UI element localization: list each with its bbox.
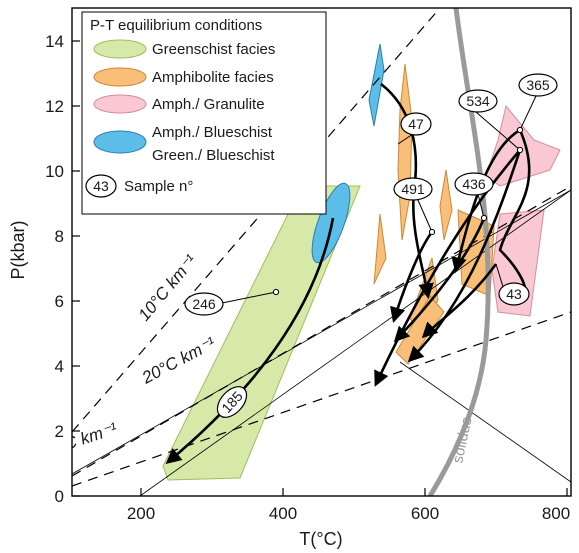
path-365b — [498, 129, 531, 301]
y-tick-label: 2 — [55, 422, 64, 441]
x-tick-label: 800 — [542, 504, 570, 523]
path-43 — [421, 263, 498, 339]
legend-label-sample: Sample n° — [124, 178, 193, 195]
sample-436-label: 436 — [462, 176, 486, 192]
sample-365: 365 — [518, 73, 558, 97]
sample-246: 246 — [184, 292, 224, 316]
path-491 — [390, 231, 434, 323]
sample-47-label: 47 — [408, 116, 424, 132]
greenschist-field — [162, 185, 361, 481]
y-tick-label: 14 — [45, 32, 64, 51]
legend-item-granulite: Amph./ Granulite — [93, 94, 265, 114]
legend-item-amphibolite: Amphibolite facies — [93, 67, 274, 87]
y-axis-ticks — [72, 40, 80, 497]
sample-491: 491 — [393, 177, 433, 201]
legend-label-granulite: Amph./ Granulite — [152, 96, 265, 113]
amphibolite-field-a — [373, 213, 387, 285]
y-tick-label: 6 — [55, 292, 64, 311]
x-axis-ticks — [140, 488, 568, 496]
legend-title: P-T equilibrium conditions — [90, 17, 262, 34]
y-tick-label: 4 — [55, 357, 64, 376]
path-436 — [393, 217, 486, 343]
plot-frame — [71, 7, 572, 497]
plot-area: 10°C km⁻¹ 20°C km⁻¹ 40°C km⁻¹ solidus 47… — [72, 8, 571, 496]
x-tick-label: 400 — [269, 504, 297, 523]
path-246 — [165, 217, 335, 464]
reaction-line-2 — [139, 189, 571, 496]
sample-246-label: 246 — [192, 296, 216, 312]
sample-markers: 47 534 365 491 436 246 — [184, 73, 558, 418]
sample-436: 436 — [454, 172, 494, 196]
x-tick-label: 200 — [127, 504, 155, 523]
path-534a — [374, 149, 521, 387]
gradient-40-line — [72, 311, 571, 487]
sample-47: 47 — [400, 112, 432, 136]
sample-534-label: 534 — [466, 93, 490, 109]
legend-item-greenschist: Greenschist facies — [93, 39, 275, 59]
blueschist-field-sliver — [368, 43, 385, 127]
solidus-label: solidus — [449, 416, 475, 465]
y-tick-label: 10 — [45, 162, 64, 181]
amphibolite-field-long — [397, 63, 413, 241]
y-tick-labels: 0 2 4 6 8 10 12 14 — [45, 32, 64, 506]
legend-item-sample: 43 Sample n° — [85, 174, 193, 198]
x-tick-labels: 200 400 600 800 — [127, 504, 570, 523]
reaction-line-3 — [399, 361, 571, 483]
x-tick-label: 600 — [411, 504, 439, 523]
legend-label-green-blueschist: Green./ Blueschist — [152, 147, 275, 164]
sample-491-label: 491 — [401, 181, 425, 197]
legend-label-greenschist: Greenschist facies — [152, 41, 275, 58]
amphibolite-field-e — [439, 169, 453, 241]
gradient-10-line — [72, 8, 441, 433]
legend-label-amphibolite: Amphibolite facies — [152, 69, 274, 86]
legend: P-T equilibrium conditions Greenschist f… — [81, 11, 327, 215]
sample-365-label: 365 — [526, 77, 550, 93]
y-tick-label: 0 — [55, 487, 64, 506]
legend-item-blueschist: Amph./ Blueschist Green./ Blueschist — [93, 124, 275, 164]
sample-43: 43 — [498, 282, 530, 306]
legend-sample-symbol: 43 — [93, 178, 109, 194]
y-tick-label: 12 — [45, 97, 64, 116]
pt-paths — [165, 82, 531, 464]
gradient-label-10: 10°C km⁻¹ — [135, 251, 201, 325]
y-axis-title: P(kbar) — [8, 220, 28, 279]
y-tick-label: 8 — [55, 227, 64, 246]
sample-534: 534 — [458, 89, 498, 113]
x-axis-title: T(°C) — [299, 529, 342, 549]
legend-label-amph-blueschist: Amph./ Blueschist — [152, 124, 273, 141]
sample-43-label: 43 — [506, 286, 522, 302]
granulite-field-upper — [485, 104, 561, 187]
